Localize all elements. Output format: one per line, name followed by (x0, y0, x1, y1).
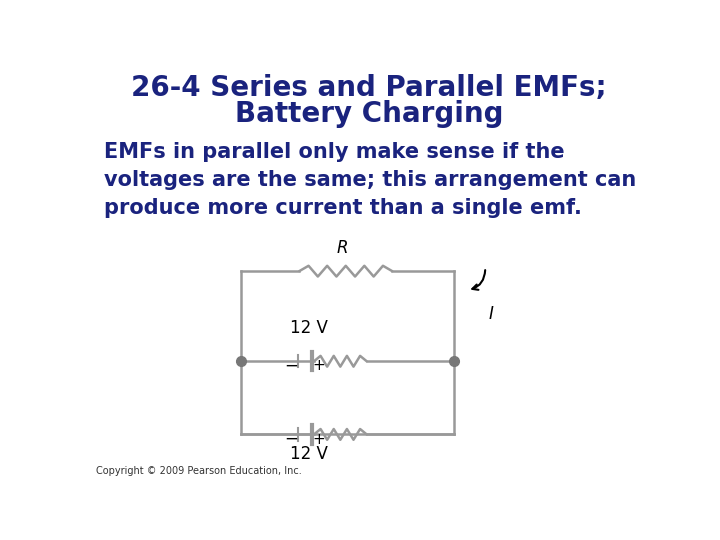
Text: I: I (488, 305, 493, 322)
Text: −: − (284, 357, 297, 375)
Text: Copyright © 2009 Pearson Education, Inc.: Copyright © 2009 Pearson Education, Inc. (96, 466, 302, 476)
Text: −: − (284, 430, 297, 448)
Text: 26-4 Series and Parallel EMFs;: 26-4 Series and Parallel EMFs; (131, 74, 607, 102)
Text: 12 V: 12 V (290, 445, 328, 463)
Text: Battery Charging: Battery Charging (235, 100, 503, 128)
Text: +: + (312, 431, 325, 447)
Text: EMFs in parallel only make sense if the
voltages are the same; this arrangement : EMFs in parallel only make sense if the … (104, 142, 636, 218)
Text: R: R (336, 239, 348, 257)
Text: +: + (312, 359, 325, 373)
Text: 12 V: 12 V (290, 319, 328, 336)
